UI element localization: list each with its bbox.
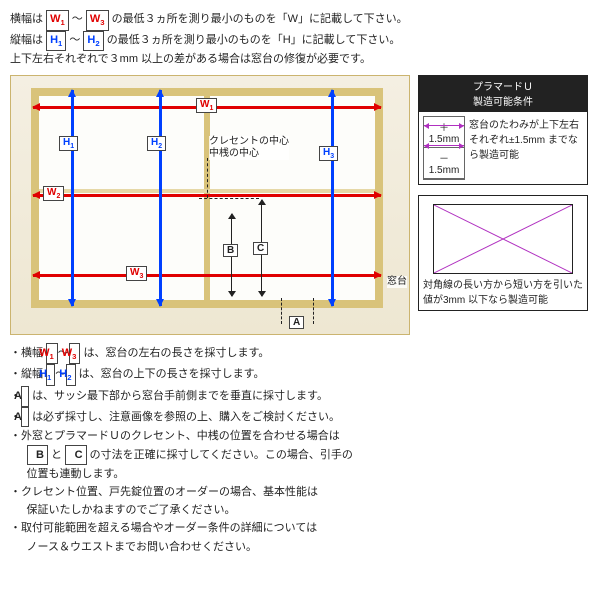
crescent-note: クレセントの中心 中桟の中心 bbox=[209, 136, 289, 160]
tag-h2: H2 bbox=[147, 136, 166, 151]
diagonal-text: 対角線の長い方から短い方を引いた値が3mm 以下なら製造可能 bbox=[423, 276, 583, 306]
diagonal-panel: 対角線の長い方から短い方を引いた値が3mm 以下なら製造可能 bbox=[418, 195, 588, 311]
condition-title: プラマードＵ 製造可能条件 bbox=[418, 75, 588, 111]
tag-c: C bbox=[253, 242, 268, 255]
h1-label: H1 bbox=[46, 31, 66, 52]
h2-label: H2 bbox=[83, 31, 103, 52]
madodai-label: 窓台 bbox=[387, 276, 407, 288]
tag-h1: H1 bbox=[59, 136, 78, 151]
w3-label: W3 bbox=[86, 10, 109, 31]
window-diagram: W1 W2 W3 H1 H2 H3 クレセントの中心 中桟の中心 B C bbox=[10, 75, 410, 335]
w1-label: W1 bbox=[46, 10, 69, 31]
tolerance-text: 窓台のたわみが上下左右それぞれ±1.5mm までなら製造可能 bbox=[469, 116, 583, 180]
arrow-w3 bbox=[33, 274, 381, 277]
arrow-h2 bbox=[159, 90, 162, 306]
page: 横幅は W1 ～ W3 の最低３ヵ所を測り最小のものを「W」に記載して下さい。 … bbox=[0, 0, 600, 566]
notes: ・横幅 W1～W3 は、窓台の左右の長さを採寸します。 ・縦幅 H1～H2 は、… bbox=[10, 343, 590, 556]
condition-panel: プラマードＵ 製造可能条件 ＋1.5mm －1.5mm 窓台のたわみが上下左右そ… bbox=[418, 75, 588, 335]
intro-text: 横幅は W1 ～ W3 の最低３ヵ所を測り最小のものを「W」に記載して下さい。 … bbox=[10, 10, 590, 69]
tolerance-minus: －1.5mm bbox=[424, 148, 464, 179]
tag-w1: W1 bbox=[196, 98, 217, 113]
tag-h3: H3 bbox=[319, 146, 338, 161]
tag-w2: W2 bbox=[43, 186, 64, 201]
tolerance-plus: ＋1.5mm bbox=[424, 117, 464, 148]
tag-b: B bbox=[223, 244, 238, 257]
arrow-h3 bbox=[331, 90, 334, 306]
tag-a: A bbox=[289, 316, 304, 329]
arrow-h1 bbox=[71, 90, 74, 306]
tag-w3: W3 bbox=[126, 266, 147, 281]
